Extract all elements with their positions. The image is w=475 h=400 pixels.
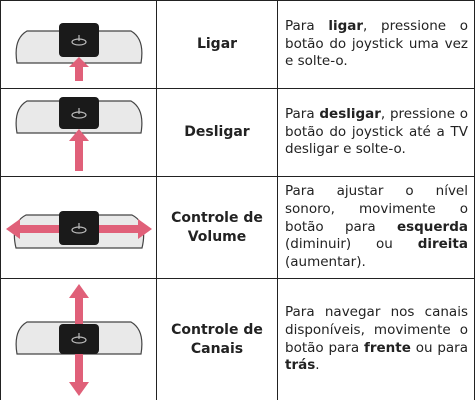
description: Para ligar, pressione o botão do joystic… [277, 0, 475, 89]
bold-text: frente [363, 339, 411, 356]
text: ou para [410, 339, 468, 356]
text: Para ajustar o nível sonoro, movimente o… [285, 182, 468, 235]
bold-text: desligar [319, 105, 381, 122]
text: Para [285, 105, 320, 122]
row: Controle de Volume Para ajustar o nível … [0, 176, 475, 279]
remote-illustration [15, 283, 142, 396]
description: Para desligar, pressione o botão do joys… [277, 88, 475, 177]
description: Para navegar nos canais disponíveis, mov… [277, 278, 475, 400]
image-cell [0, 176, 157, 279]
remote-illustration [5, 210, 152, 249]
text: Para [285, 17, 329, 34]
description: Para ajustar o nível sonoro, movimente o… [277, 176, 475, 279]
text: , pressione o botão do joystick até a TV… [285, 105, 469, 158]
bold-text: ligar [328, 17, 364, 34]
label: Desligar [156, 88, 278, 177]
bold-text: direita [417, 236, 468, 253]
row: Desligar Para desligar, pressione o botã… [0, 88, 475, 177]
bold-text: esquerda [396, 218, 468, 235]
text: . [315, 357, 320, 374]
image-cell [0, 0, 157, 89]
label: Ligar [156, 0, 278, 89]
label: Controle de Canais [156, 278, 278, 400]
row: Controle de Canais Para navegar nos cana… [0, 278, 475, 400]
bold-text: trás [285, 357, 316, 374]
text: (diminuir) ou [285, 236, 418, 253]
row: Ligar Para ligar, pressione o botão do j… [0, 0, 475, 89]
remote-illustration [15, 22, 142, 81]
image-cell [0, 88, 157, 177]
text: Para navegar nos canais disponíveis, mov… [285, 303, 468, 356]
label: Controle de Volume [156, 176, 278, 279]
text: (aumentar). [285, 254, 366, 271]
remote-illustration [15, 96, 142, 171]
text: , pressione o botão do joystick uma vez … [285, 17, 469, 70]
image-cell [0, 278, 157, 400]
